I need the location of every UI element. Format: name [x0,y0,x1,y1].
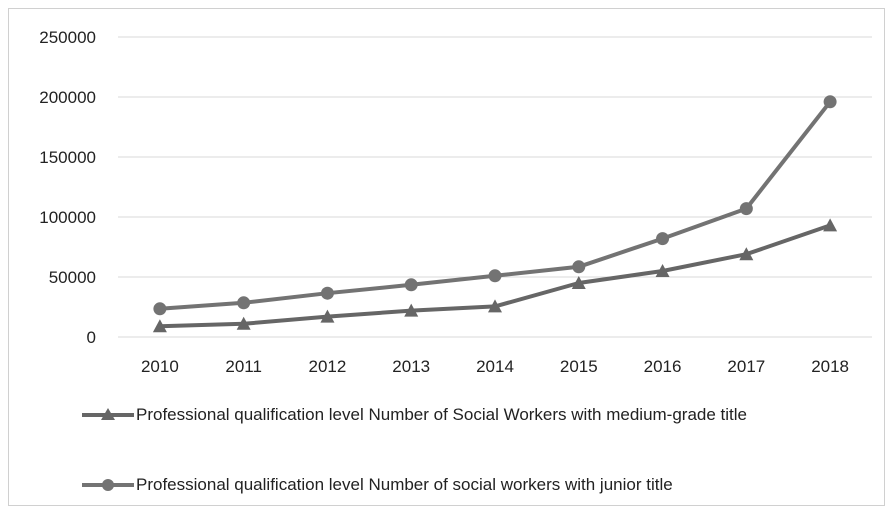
data-point [153,302,167,316]
x-tick-label: 2015 [560,357,598,376]
data-point [236,316,251,330]
data-point [237,296,251,310]
legend-label-medium-grade: Professional qualification level Number … [136,405,748,424]
y-tick-label: 0 [87,328,96,347]
y-tick-label: 50000 [49,268,96,287]
data-point [488,299,502,313]
y-tick-label: 100000 [39,208,96,227]
x-tick-label: 2017 [727,357,765,376]
y-tick-label: 250000 [39,28,96,47]
data-point [488,269,502,283]
x-tick-label: 2014 [476,357,514,376]
x-tick-label: 2012 [309,357,347,376]
data-point [320,309,335,323]
legend-swatch-circle-icon [80,473,136,497]
y-tick-label: 200000 [39,88,96,107]
data-point [655,264,670,277]
data-point [739,247,754,261]
x-tick-label: 2018 [811,357,849,376]
data-point [823,218,838,232]
x-tick-label: 2011 [225,357,262,376]
x-tick-label: 2016 [644,357,682,376]
data-point [571,276,586,289]
legend-item-junior: Professional qualification level Number … [80,473,866,497]
gridlines [118,36,872,338]
data-point [152,319,167,333]
legend-label-junior: Professional qualification level Number … [136,475,673,494]
series-layer [152,95,838,333]
data-point [404,278,418,292]
y-tick-label: 150000 [39,148,96,167]
data-point [823,95,837,109]
y-axis: 0 50000 100000 150000 200000 250000 [39,28,96,347]
data-point [739,202,753,216]
legend-swatch-triangle-icon [80,403,136,427]
x-axis: 2010 2011 2012 2013 2014 2015 2016 2017 2018 [141,357,849,376]
data-point [656,232,670,246]
x-tick-label: 2010 [141,357,179,376]
data-point [404,303,419,317]
x-tick-label: 2013 [392,357,430,376]
legend-item-medium-grade: Professional qualification level Number … [80,403,866,427]
data-point [320,286,334,300]
data-point [572,260,586,274]
